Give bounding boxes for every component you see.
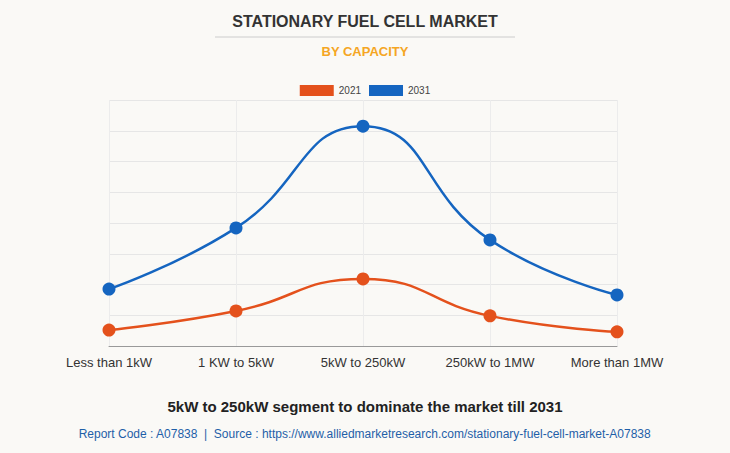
svg-text:BY CAPACITY: BY CAPACITY — [322, 44, 409, 59]
svg-text:5kW to 250kW: 5kW to 250kW — [321, 355, 406, 370]
svg-text:STATIONARY FUEL CELL MARKET: STATIONARY FUEL CELL MARKET — [232, 13, 498, 30]
svg-text:5kW to 250kW segment to domina: 5kW to 250kW segment to dominate the mar… — [167, 398, 562, 415]
svg-text:1 KW to 5kW: 1 KW to 5kW — [198, 355, 275, 370]
svg-text:More than 1MW: More than 1MW — [571, 355, 664, 370]
svg-text:Report Code : A07838 | Sourc: Report Code : A07838 | Source : https://… — [79, 427, 651, 441]
svg-text:Less than 1kW: Less than 1kW — [66, 355, 153, 370]
svg-text:2031: 2031 — [408, 85, 431, 96]
svg-text:2021: 2021 — [339, 85, 362, 96]
svg-text:250kW to 1MW: 250kW to 1MW — [446, 355, 536, 370]
